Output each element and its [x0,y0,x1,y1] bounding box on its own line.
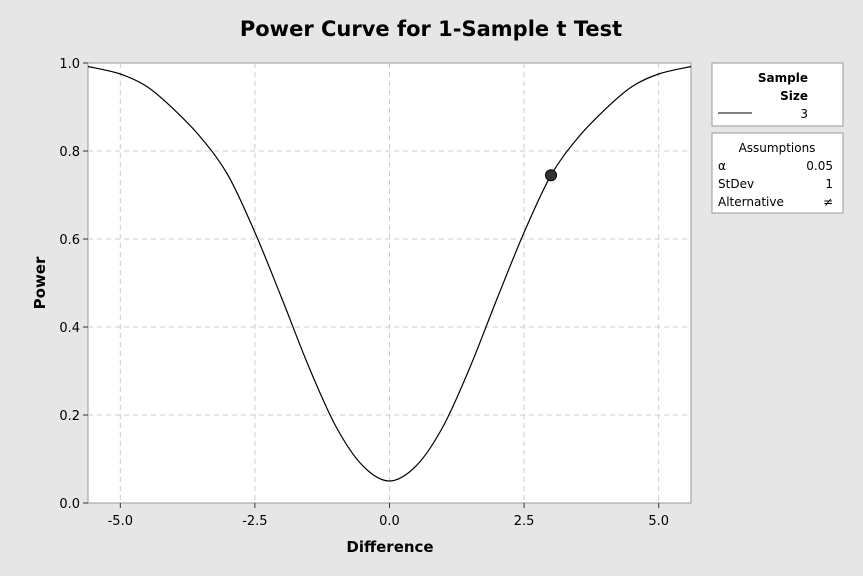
y-tick-label: 0.6 [59,233,80,248]
y-tick-label: 0.0 [59,497,80,512]
assumptions-title: Assumptions [739,141,816,155]
grid-lines [88,63,691,503]
x-axis-label: Difference [346,538,433,556]
assumptions-box [711,132,844,214]
x-tick-label: 2.5 [514,514,535,529]
y-axis-label: Power [31,256,49,309]
y-tick-label: 1.0 [59,57,80,72]
y-tick-label: 0.8 [59,145,80,160]
curve-layer [87,65,692,482]
assumptions-panel: Assumptions α 0.05 StDev 1 Alternative ≠ [711,132,844,214]
x-tick-label: 5.0 [648,514,669,529]
legend: Sample Size 3 [711,62,844,127]
chart-title: Power Curve for 1-Sample t Test [240,17,622,41]
assumption-value-alpha: 0.05 [806,159,833,173]
x-tick-label: -2.5 [242,514,267,529]
y-tick-label: 0.2 [59,409,80,424]
legend-header-line1: Sample [758,71,808,85]
power-curve-line [87,65,692,482]
assumption-value-alternative: ≠ [823,195,833,209]
assumption-label-alpha: α [718,159,726,173]
assumption-label-alternative: Alternative [718,195,784,209]
assumption-value-stdev: 1 [825,177,833,191]
assumption-label-stdev: StDev [718,177,754,191]
legend-box [711,62,844,127]
highlight-point [545,169,558,182]
y-tick-label: 0.4 [59,321,80,336]
axis-ticks: -5.0 -2.5 0.0 2.5 5.0 0.0 0.2 0.4 0.6 0.8 1.0 [59,57,669,529]
x-tick-label: -5.0 [108,514,133,529]
legend-header-line2: Size [780,89,808,103]
x-tick-label: 0.0 [379,514,400,529]
legend-entry-label: 3 [800,107,808,121]
